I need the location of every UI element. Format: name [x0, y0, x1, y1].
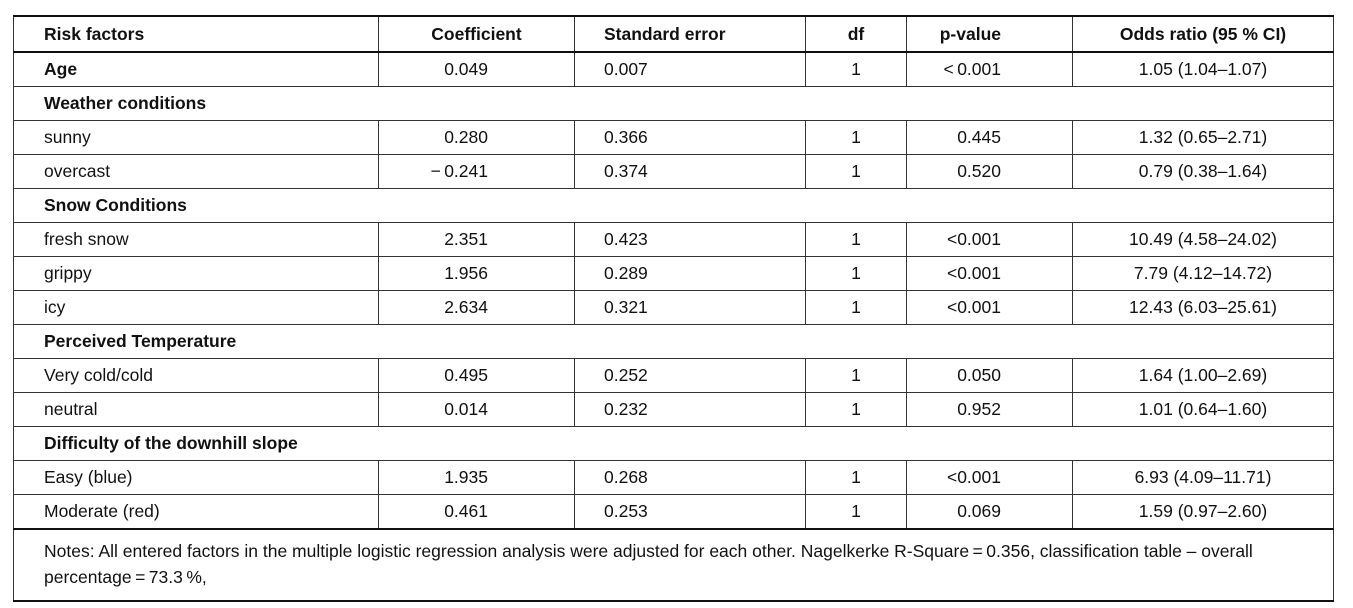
cell: overcast — [13, 154, 379, 189]
cell: 0.007 — [574, 51, 806, 87]
cell: − 0.241 — [378, 154, 575, 189]
cell: 1.05 (1.04–1.07) — [1072, 51, 1334, 87]
section-row: Perceived Temperature — [13, 324, 1334, 359]
cell: 6.93 (4.09–11.71) — [1072, 460, 1334, 495]
cell: 1 — [805, 494, 907, 530]
data-row: Very cold/cold 0.495 0.252 1 0.050 1.64 (1.00… — [13, 358, 1334, 393]
cell: 0.445 — [906, 120, 1073, 155]
cell: 0.520 — [906, 154, 1073, 189]
cell: 1 — [805, 460, 907, 495]
cell: 0.252 — [574, 358, 806, 393]
cell: 1 — [805, 222, 907, 257]
cell: Moderate (red) — [13, 494, 379, 530]
section-row: Snow Conditions — [13, 188, 1334, 223]
cell: 10.49 (4.58–24.02) — [1072, 222, 1334, 257]
data-row: grippy 1.956 0.289 1 <0.001 7.79 (4.12–14.72) — [13, 256, 1334, 291]
regression-table: Risk factors Coefficient Standard error df p… — [13, 15, 1334, 602]
data-row: fresh snow 2.351 0.423 1 <0.001 10.49 (4.58–2… — [13, 222, 1334, 257]
cell: 0.79 (0.38–1.64) — [1072, 154, 1334, 189]
cell: Easy (blue) — [13, 460, 379, 495]
cell: 0.289 — [574, 256, 806, 291]
cell: <0.001 — [906, 460, 1073, 495]
cell: 1 — [805, 392, 907, 427]
data-row: overcast − 0.241 0.374 1 0.520 0.79 (0.38–1.6… — [13, 154, 1334, 189]
cell: 1.32 (0.65–2.71) — [1072, 120, 1334, 155]
data-row: icy 2.634 0.321 1 <0.001 12.43 (6.03–25.61) — [13, 290, 1334, 325]
cell: 0.050 — [906, 358, 1073, 393]
cell: 12.43 (6.03–25.61) — [1072, 290, 1334, 325]
section-label: Perceived Temperature — [13, 324, 1334, 359]
cell: 1 — [805, 120, 907, 155]
cell: 1.59 (0.97–2.60) — [1072, 494, 1334, 530]
cell: 0.374 — [574, 154, 806, 189]
section-label: Snow Conditions — [13, 188, 1334, 223]
table-footer: Notes: All entered factors in the multip… — [13, 528, 1334, 602]
column-header: Odds ratio (95 % CI) — [1072, 15, 1334, 53]
table-body: Age 0.049 0.007 1 < 0.001 1.05 (1.04–1.07) Wea… — [13, 51, 1334, 530]
cell: 1.01 (0.64–1.60) — [1072, 392, 1334, 427]
cell: 1.956 — [378, 256, 575, 291]
cell: sunny — [13, 120, 379, 155]
column-header: Risk factors — [13, 15, 379, 53]
data-row: Easy (blue) 1.935 0.268 1 <0.001 6.93 (4.09–1… — [13, 460, 1334, 495]
cell: fresh snow — [13, 222, 379, 257]
cell: <0.001 — [906, 222, 1073, 257]
cell: 0.280 — [378, 120, 575, 155]
cell: 1 — [805, 290, 907, 325]
cell: Age — [13, 51, 379, 87]
cell: 0.268 — [574, 460, 806, 495]
cell: 0.232 — [574, 392, 806, 427]
cell: 0.495 — [378, 358, 575, 393]
cell: 1 — [805, 358, 907, 393]
cell: <0.001 — [906, 290, 1073, 325]
notes-row: Notes: All entered factors in the multip… — [13, 528, 1334, 602]
cell: 0.366 — [574, 120, 806, 155]
cell: Very cold/cold — [13, 358, 379, 393]
column-header: df — [805, 15, 907, 53]
section-label: Difficulty of the downhill slope — [13, 426, 1334, 461]
notes: Notes: All entered factors in the multip… — [13, 528, 1334, 602]
data-row: neutral 0.014 0.232 1 0.952 1.01 (0.64–1.60) — [13, 392, 1334, 427]
section-row: Weather conditions — [13, 86, 1334, 121]
cell: 0.461 — [378, 494, 575, 530]
cell: 0.014 — [378, 392, 575, 427]
data-row: Moderate (red) 0.461 0.253 1 0.069 1.59 (0.97… — [13, 494, 1334, 530]
cell: grippy — [13, 256, 379, 291]
column-header: Standard error — [574, 15, 806, 53]
column-header: Coefficient — [378, 15, 575, 53]
data-row: sunny 0.280 0.366 1 0.445 1.32 (0.65–2.71) — [13, 120, 1334, 155]
cell: 1.64 (1.00–2.69) — [1072, 358, 1334, 393]
cell: 0.069 — [906, 494, 1073, 530]
section-row: Difficulty of the downhill slope — [13, 426, 1334, 461]
cell: 2.351 — [378, 222, 575, 257]
cell: 0.423 — [574, 222, 806, 257]
cell: 2.634 — [378, 290, 575, 325]
section-label: Weather conditions — [13, 86, 1334, 121]
cell: < 0.001 — [906, 51, 1073, 87]
table-header: Risk factors Coefficient Standard error df p… — [13, 15, 1334, 53]
cell: 0.321 — [574, 290, 806, 325]
cell: <0.001 — [906, 256, 1073, 291]
cell: neutral — [13, 392, 379, 427]
cell: 0.049 — [378, 51, 575, 87]
data-row: Age 0.049 0.007 1 < 0.001 1.05 (1.04–1.07) — [13, 51, 1334, 87]
header-row: Risk factors Coefficient Standard error df p… — [13, 15, 1334, 53]
cell: 1 — [805, 51, 907, 87]
cell: icy — [13, 290, 379, 325]
column-header: p-value — [906, 15, 1073, 53]
cell: 0.952 — [906, 392, 1073, 427]
cell: 7.79 (4.12–14.72) — [1072, 256, 1334, 291]
cell: 0.253 — [574, 494, 806, 530]
cell: 1.935 — [378, 460, 575, 495]
cell: 1 — [805, 256, 907, 291]
cell: 1 — [805, 154, 907, 189]
